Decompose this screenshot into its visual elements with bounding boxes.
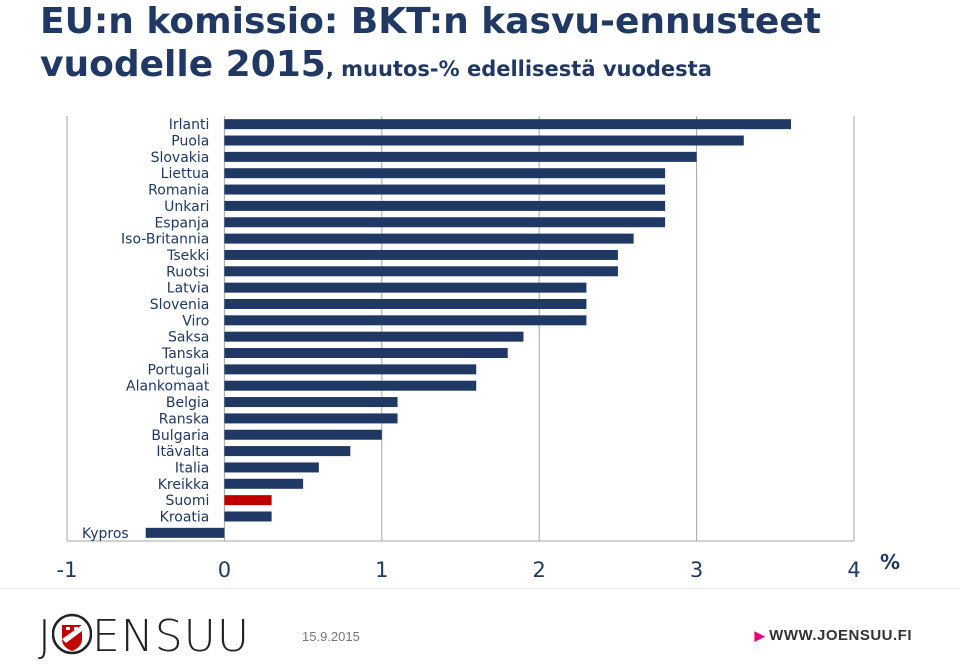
category-label: Viro xyxy=(182,313,209,329)
website-label: WWW.JOENSUU.FI xyxy=(769,627,912,644)
bar xyxy=(224,119,792,130)
bar xyxy=(224,135,744,146)
bar xyxy=(224,282,587,293)
category-label: Kroatia xyxy=(160,509,210,525)
bar xyxy=(224,233,634,244)
category-label: Kreikka xyxy=(158,477,210,493)
category-label: Alankomaat xyxy=(126,379,210,395)
x-axis-label: % xyxy=(880,550,900,574)
bar xyxy=(224,380,477,391)
bar xyxy=(224,249,618,260)
category-label: Belgia xyxy=(166,395,209,411)
x-tick-label: 2 xyxy=(533,558,546,582)
bar xyxy=(224,151,697,162)
bar xyxy=(224,168,666,179)
category-label: Puola xyxy=(171,134,209,150)
title-subtitle: , muutos-% edellisestä vuodesta xyxy=(325,57,712,81)
bar xyxy=(224,429,382,440)
category-label: Espanja xyxy=(154,215,209,231)
title-line-1: EU:n komissio: BKT:n kasvu-ennusteet xyxy=(40,1,821,42)
category-label: Romania xyxy=(148,183,209,199)
brand-letter-j: J xyxy=(38,611,52,662)
bar xyxy=(224,315,587,326)
bar xyxy=(224,200,666,211)
joensuu-logo[interactable]: J ENSUU xyxy=(38,611,250,663)
x-tick-label: 0 xyxy=(218,558,231,582)
bar xyxy=(224,184,666,195)
x-tick-label: -1 xyxy=(57,558,78,582)
category-label: Irlanti xyxy=(169,117,210,133)
x-tick-label: 3 xyxy=(690,558,703,582)
bar xyxy=(224,495,272,506)
bar xyxy=(224,511,272,522)
category-label: Itävalta xyxy=(156,444,209,460)
bar xyxy=(224,298,587,309)
x-tick-label: 4 xyxy=(847,558,860,582)
bar xyxy=(224,413,398,424)
x-tick-label: 1 xyxy=(375,558,388,582)
bar xyxy=(224,397,398,408)
category-label: Saksa xyxy=(168,330,209,346)
category-label: Unkari xyxy=(164,199,209,215)
coat-of-arms-icon xyxy=(51,613,92,655)
footer-date: 15.9.2015 xyxy=(302,629,360,644)
title-year: vuodelle 2015 xyxy=(40,44,326,85)
category-label: Slovenia xyxy=(150,297,210,313)
website-link[interactable]: ▶ WWW.JOENSUU.FI xyxy=(755,627,912,644)
arrow-icon: ▶ xyxy=(754,628,766,643)
category-label: Italia xyxy=(175,460,210,476)
bar-chart: -1 0 1 2 3 4 % IrlantiPuolaSlovakiaLiettuaRoman… xyxy=(57,116,900,582)
bar xyxy=(224,462,319,473)
bar xyxy=(224,364,477,375)
category-label: Tanska xyxy=(161,346,209,362)
bar xyxy=(224,266,618,277)
bar xyxy=(145,527,225,538)
category-label: Iso-Britannia xyxy=(121,232,209,248)
footer: J ENSUU 15.9.2015 ▶ WWW.JOENSUU.FI xyxy=(0,588,960,669)
bar xyxy=(224,446,351,457)
category-label: Suomi xyxy=(166,493,210,509)
category-label: Bulgaria xyxy=(151,428,209,444)
bar xyxy=(224,478,304,489)
category-label: Slovakia xyxy=(151,150,210,166)
category-label: Tsekki xyxy=(166,248,209,264)
category-label: Kypros xyxy=(82,526,129,542)
chart-title: EU:n komissio: BKT:n kasvu-ennusteet vuo… xyxy=(40,0,821,91)
category-label: Latvia xyxy=(167,281,210,297)
category-label: Portugali xyxy=(148,362,210,378)
bar xyxy=(224,217,666,228)
category-label: Ranska xyxy=(159,411,210,427)
bar xyxy=(224,348,508,359)
category-label: Ruotsi xyxy=(166,264,209,280)
category-label: Liettua xyxy=(161,166,210,182)
title-line-2: vuodelle 2015, muutos-% edellisestä vuod… xyxy=(40,43,821,91)
bar xyxy=(224,331,524,342)
brand-letters-ensuu: ENSUU xyxy=(91,611,251,662)
